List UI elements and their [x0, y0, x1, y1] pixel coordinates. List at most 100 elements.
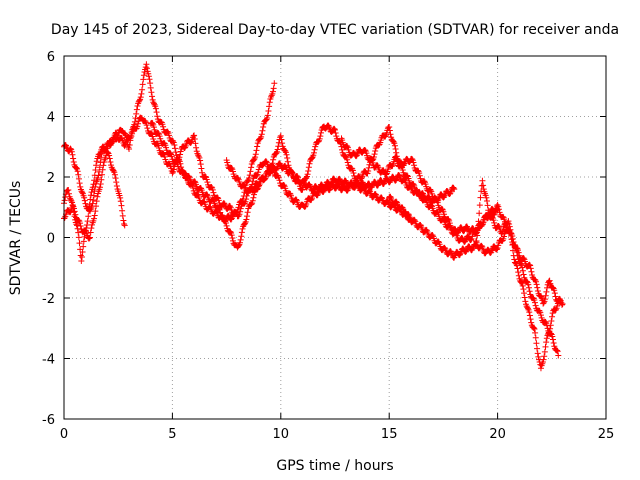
data-point [409, 156, 416, 163]
data-point [268, 93, 275, 100]
data-point [244, 177, 251, 184]
data-point [250, 194, 257, 201]
data-point [552, 306, 559, 313]
data-point [421, 178, 428, 185]
data-point [78, 258, 85, 265]
data-point [451, 186, 458, 193]
series-track-g [386, 177, 564, 372]
data-point [479, 221, 486, 228]
data-point [306, 181, 313, 188]
data-point [90, 181, 97, 188]
data-point [542, 343, 549, 350]
data-point [498, 230, 505, 237]
data-point [263, 158, 270, 165]
data-point [255, 169, 262, 176]
data-point [520, 271, 527, 278]
data-point [542, 292, 549, 299]
data-point [549, 284, 556, 291]
data-point [491, 219, 498, 226]
data-point [171, 141, 178, 148]
data-point [67, 196, 74, 203]
data-point [131, 118, 138, 125]
data-point [208, 183, 215, 190]
data-point [170, 166, 177, 173]
data-point [417, 221, 424, 228]
data-point [277, 161, 284, 168]
data-point [227, 228, 234, 235]
data-point [537, 309, 544, 316]
data-point [91, 177, 98, 184]
data-point [151, 101, 158, 108]
data-point [268, 92, 275, 99]
data-point [276, 177, 283, 184]
data-point [74, 222, 81, 229]
data-point [97, 184, 104, 191]
data-point [549, 313, 556, 320]
data-point [89, 200, 96, 207]
data-point [93, 203, 100, 210]
data-point [548, 318, 555, 325]
data-point [228, 165, 235, 172]
data-point [344, 159, 351, 166]
data-point [254, 143, 261, 150]
data-point [474, 232, 481, 239]
data-point [266, 103, 273, 110]
data-point [134, 102, 141, 109]
data-point [210, 189, 217, 196]
data-point [87, 192, 94, 199]
data-point [106, 155, 113, 162]
data-point [524, 305, 531, 312]
data-point [170, 138, 177, 145]
data-point [121, 220, 128, 227]
data-point [280, 182, 287, 189]
data-point [365, 164, 372, 171]
data-point [541, 348, 548, 355]
y-axis-label: SDTVAR / TECUs [8, 181, 24, 296]
x-tick-label: 20 [489, 427, 506, 442]
data-point [490, 217, 497, 224]
data-point [305, 167, 312, 174]
data-point [315, 187, 322, 194]
y-tick-label: 6 [47, 50, 55, 65]
data-point [248, 201, 255, 208]
data-point [246, 172, 253, 179]
data-point [309, 187, 316, 194]
data-point [554, 348, 561, 355]
data-point [372, 147, 379, 154]
data-point [270, 85, 277, 92]
data-point [168, 153, 175, 160]
data-point [476, 210, 483, 217]
data-point [549, 333, 556, 340]
data-point [152, 105, 159, 112]
data-point [85, 207, 92, 214]
data-point [122, 130, 129, 137]
data-point [156, 144, 163, 151]
data-point [119, 212, 126, 219]
data-point [519, 264, 526, 271]
data-point [302, 203, 309, 210]
data-point [325, 122, 332, 129]
data-point [305, 164, 312, 171]
data-point [250, 156, 257, 163]
data-point [88, 189, 95, 196]
data-point [495, 242, 502, 249]
data-point [149, 120, 156, 127]
data-point [203, 191, 210, 198]
data-point [310, 149, 317, 156]
data-point [441, 211, 448, 218]
data-point [136, 97, 143, 104]
data-point [150, 99, 157, 106]
data-point [249, 178, 256, 185]
data-point [93, 162, 100, 169]
data-point [273, 166, 280, 173]
data-point [71, 205, 78, 212]
data-point [410, 159, 417, 166]
data-point [528, 268, 535, 275]
data-point [161, 153, 168, 160]
data-point [414, 167, 421, 174]
data-point [332, 126, 338, 133]
data-point [542, 296, 549, 303]
data-point [196, 154, 203, 161]
data-point [552, 293, 559, 300]
data-point [534, 284, 541, 291]
